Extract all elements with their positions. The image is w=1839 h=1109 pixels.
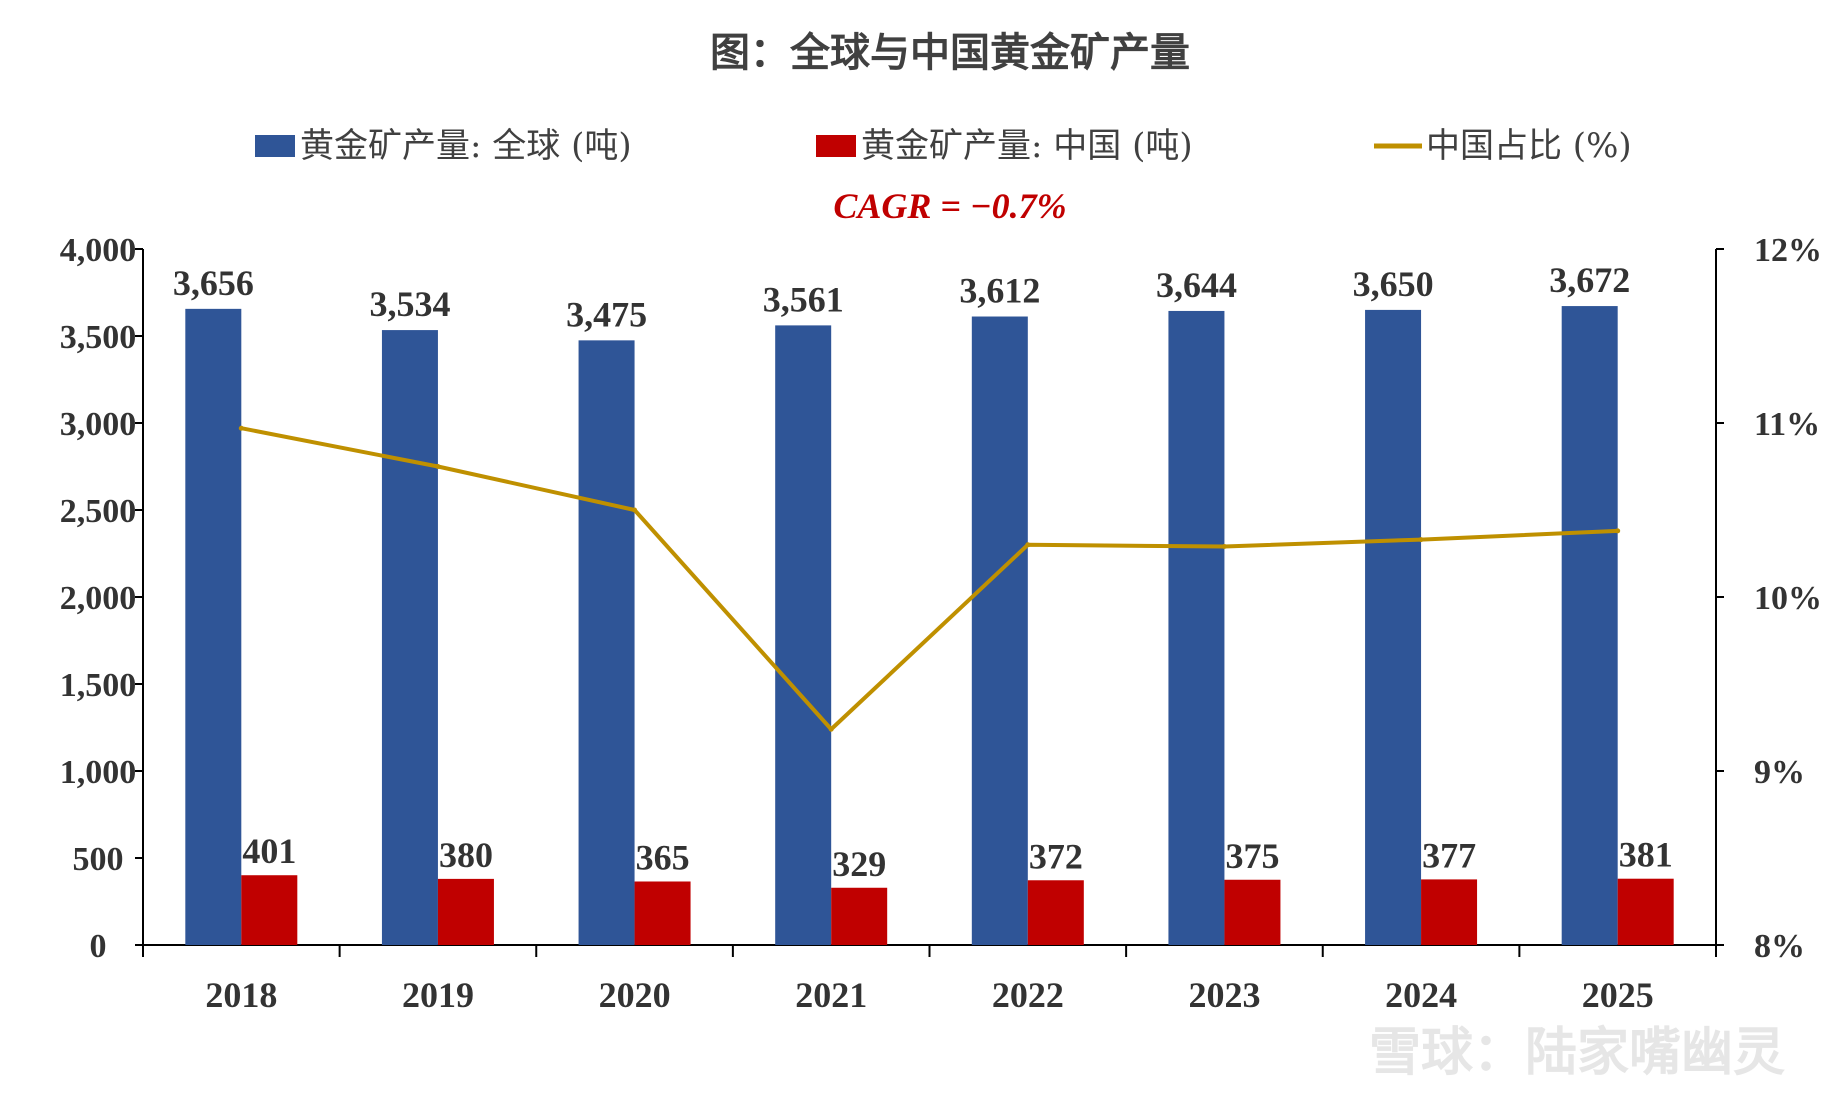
x-tick-label: 2020 bbox=[599, 975, 671, 1015]
watermark: 雪球：陆家嘴幽灵 bbox=[1369, 1023, 1785, 1083]
data-label-china: 381 bbox=[1619, 835, 1673, 875]
x-tick-label: 2022 bbox=[992, 975, 1064, 1015]
data-label-global: 3,612 bbox=[959, 271, 1040, 311]
data-label-china: 377 bbox=[1422, 835, 1476, 875]
point-china-share bbox=[1221, 544, 1227, 550]
bar-china bbox=[1421, 879, 1478, 945]
point-china-share bbox=[632, 507, 638, 513]
data-label-global: 3,650 bbox=[1353, 264, 1434, 304]
y-right-tick-label: 8% bbox=[1754, 928, 1805, 965]
y-right-tick-label: 12% bbox=[1754, 232, 1822, 269]
y-left-tick-label: 0 bbox=[90, 928, 107, 965]
y-left-tick-label: 1,500 bbox=[60, 667, 137, 704]
data-label-china: 375 bbox=[1225, 836, 1279, 876]
bar-global bbox=[185, 308, 242, 946]
x-tick-label: 2023 bbox=[1188, 975, 1260, 1015]
y-right-tick-label: 10% bbox=[1754, 580, 1822, 617]
bar-china bbox=[634, 881, 691, 945]
data-label-china: 401 bbox=[242, 831, 296, 871]
point-china-share bbox=[1615, 528, 1621, 534]
legend-label-share: 中国占比 (%) bbox=[1426, 126, 1632, 166]
point-china-share bbox=[238, 425, 244, 431]
data-label-global: 3,644 bbox=[1156, 265, 1237, 305]
bar-china bbox=[437, 878, 494, 945]
y-left-tick-label: 3,000 bbox=[60, 406, 137, 443]
bar-global bbox=[775, 325, 832, 945]
chart-title: 图：全球与中国黄金矿产量 bbox=[710, 29, 1190, 76]
y-left-tick-label: 3,500 bbox=[60, 319, 137, 356]
x-tick-label: 2024 bbox=[1385, 975, 1457, 1015]
plot-area: 0 500 1,000 1,500 2,000 2,500 3,000 3,500 4,000 8… bbox=[60, 232, 1822, 1015]
legend-swatch-global bbox=[255, 135, 295, 157]
y-right-tick-label: 9% bbox=[1754, 754, 1805, 791]
legend-label-china: 黄金矿产量: 中国 (吨) bbox=[861, 126, 1193, 166]
bar-china bbox=[1027, 880, 1084, 945]
bar-global bbox=[381, 330, 438, 946]
point-china-share bbox=[828, 726, 834, 732]
y-right-tick-label: 11% bbox=[1754, 406, 1820, 443]
data-label-global: 3,656 bbox=[173, 263, 254, 303]
y-left-tick-label: 1,000 bbox=[60, 754, 137, 791]
bar-global bbox=[578, 340, 635, 946]
data-label-china: 380 bbox=[439, 835, 493, 875]
data-label-global: 3,672 bbox=[1549, 260, 1630, 300]
x-tick-label: 2025 bbox=[1582, 975, 1654, 1015]
legend-swatch-china bbox=[816, 135, 856, 157]
x-tick-label: 2019 bbox=[402, 975, 474, 1015]
data-label-china: 329 bbox=[832, 844, 886, 884]
y-left-tick-label: 4,000 bbox=[60, 232, 137, 269]
data-label-global: 3,534 bbox=[369, 284, 450, 324]
x-tick-label: 2021 bbox=[795, 975, 867, 1015]
y-left-tick-label: 2,000 bbox=[60, 580, 137, 617]
x-tick-label: 2018 bbox=[205, 975, 277, 1015]
bar-china bbox=[1224, 879, 1281, 945]
line-china-share bbox=[240, 426, 1618, 732]
bar-global bbox=[1561, 306, 1618, 945]
y-left-tick-label: 500 bbox=[73, 841, 124, 878]
data-label-global: 3,475 bbox=[566, 294, 647, 334]
point-china-share bbox=[435, 464, 441, 469]
y-left-tick-label: 2,500 bbox=[60, 493, 137, 530]
bar-china bbox=[241, 875, 298, 945]
point-china-share bbox=[1418, 537, 1424, 543]
bar-china bbox=[1617, 878, 1674, 945]
data-label-china: 372 bbox=[1029, 836, 1083, 876]
bar-china bbox=[831, 887, 888, 945]
bar-global bbox=[1168, 310, 1225, 946]
cagr-annotation: CAGR = −0.7% bbox=[833, 186, 1066, 226]
legend-label-global: 黄金矿产量: 全球 (吨) bbox=[300, 126, 632, 166]
data-label-china: 365 bbox=[636, 837, 690, 877]
data-label-global: 3,561 bbox=[763, 279, 844, 319]
bar-global bbox=[1365, 309, 1422, 945]
bar-global bbox=[971, 316, 1028, 946]
point-china-share bbox=[1025, 542, 1031, 548]
legend: 黄金矿产量: 全球 (吨) 黄金矿产量: 中国 (吨) 中国占比 (%) bbox=[255, 126, 1632, 166]
